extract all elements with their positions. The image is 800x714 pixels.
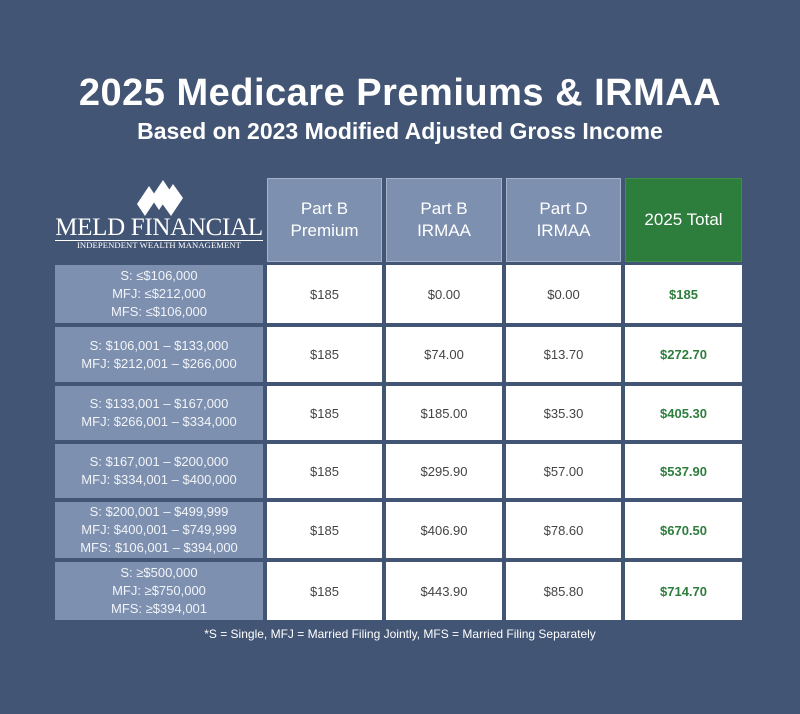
part-b-premium-cell: $185 xyxy=(267,386,382,440)
part-d-irmaa-cell: $0.00 xyxy=(506,265,621,323)
income-bracket: S: $106,001 – $133,000 MFJ: $212,001 – $2… xyxy=(55,327,263,382)
part-b-irmaa-cell: $185.00 xyxy=(386,386,502,440)
income-line: MFJ: $266,001 – $334,000 xyxy=(81,414,237,429)
part-d-irmaa-cell: $85.80 xyxy=(506,562,621,620)
column-header-text: Part B xyxy=(420,199,468,218)
income-bracket: S: $200,001 – $499,999 MFJ: $400,001 – $7… xyxy=(55,502,263,558)
total-cell: $405.30 xyxy=(625,386,742,440)
mountain-logo-icon xyxy=(137,180,183,216)
income-bracket: S: ≥$500,000 MFJ: ≥$750,000 MFS: ≥$394,001 xyxy=(55,562,263,620)
part-b-irmaa-cell: $295.90 xyxy=(386,444,502,498)
column-header: Part B Premium xyxy=(267,178,382,262)
part-b-irmaa-cell: $406.90 xyxy=(386,502,502,558)
part-b-irmaa-cell: $0.00 xyxy=(386,265,502,323)
part-d-irmaa-cell: $57.00 xyxy=(506,444,621,498)
income-line: S: $167,001 – $200,000 xyxy=(89,454,229,469)
meld-financial-logo: MELD FINANCIAL INDEPENDENT WEALTH MANAGE… xyxy=(55,180,263,260)
part-b-premium-cell: $185 xyxy=(267,502,382,558)
income-line: MFJ: $212,001 – $266,000 xyxy=(81,355,237,371)
total-cell: $272.70 xyxy=(625,327,742,382)
income-line: S: $200,001 – $499,999 xyxy=(89,504,229,519)
part-b-premium-cell: $185 xyxy=(267,562,382,620)
income-line: MFS: ≤$106,000 xyxy=(110,304,208,319)
income-line: S: ≥$500,000 xyxy=(120,565,198,580)
income-line: MFJ: $334,001 – $400,000 xyxy=(81,472,237,487)
part-d-irmaa-cell: $13.70 xyxy=(506,327,621,382)
column-header-text: Part B xyxy=(300,199,349,218)
income-line: S: ≤$106,000 xyxy=(120,268,198,283)
column-header: 2025 Total xyxy=(625,178,742,262)
income-line: S: $106,001 – $133,000 xyxy=(89,337,229,353)
column-header-text: IRMAA xyxy=(536,221,591,240)
income-line: MFJ: ≤$212,000 xyxy=(112,286,206,301)
part-b-premium-cell: $185 xyxy=(267,265,382,323)
income-bracket: S: $167,001 – $200,000 MFJ: $334,001 – $4… xyxy=(55,444,263,498)
column-header-text: Premium xyxy=(290,221,359,240)
footnote: *S = Single, MFJ = Married Filing Jointl… xyxy=(204,627,596,641)
income-line: MFS: ≥$394,001 xyxy=(110,601,208,616)
income-line: MFJ: ≥$750,000 xyxy=(112,583,206,598)
part-b-premium-cell: $185 xyxy=(267,444,382,498)
total-cell: $714.70 xyxy=(625,562,742,620)
column-header-text: Part D xyxy=(539,199,588,218)
total-cell: $670.50 xyxy=(625,502,742,558)
column-header-text: 2025 Total xyxy=(644,210,723,229)
page-title: 2025 Medicare Premiums & IRMAA xyxy=(78,72,722,114)
part-d-irmaa-cell: $35.30 xyxy=(506,386,621,440)
income-line: MFS: $106,001 – $394,000 xyxy=(80,540,238,555)
total-cell: $185 xyxy=(625,265,742,323)
column-header-text: IRMAA xyxy=(417,221,471,240)
total-cell: $537.90 xyxy=(625,444,742,498)
income-bracket: S: $133,001 – $167,000 MFJ: $266,001 – $3… xyxy=(55,386,263,440)
logo-name: MELD FINANCIAL xyxy=(55,214,263,241)
page-subtitle: Based on 2023 Modified Adjusted Gross In… xyxy=(137,118,663,144)
income-line: MFJ: $400,001 – $749,999 xyxy=(81,522,237,537)
part-b-premium-cell: $185 xyxy=(267,327,382,382)
income-line: S: $133,001 – $167,000 xyxy=(89,396,229,411)
part-d-irmaa-cell: $78.60 xyxy=(506,502,621,558)
column-header: Part D IRMAA xyxy=(506,178,621,262)
part-b-irmaa-cell: $74.00 xyxy=(386,327,502,382)
income-bracket: S: ≤$106,000 MFJ: ≤$212,000 MFS: ≤$106,000 xyxy=(55,265,263,323)
part-b-irmaa-cell: $443.90 xyxy=(386,562,502,620)
logo-tagline: INDEPENDENT WEALTH MANAGEMENT xyxy=(55,240,263,250)
column-header: Part B IRMAA xyxy=(386,178,502,262)
